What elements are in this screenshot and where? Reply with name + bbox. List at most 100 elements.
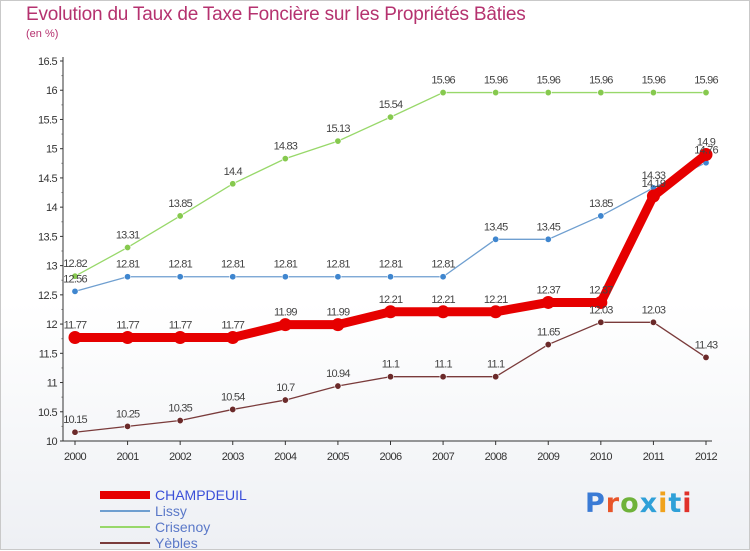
legend-label: Crisenoy bbox=[155, 519, 211, 535]
data-point-crisenoy bbox=[386, 113, 394, 121]
data-label-champdeuil: 11.99 bbox=[274, 307, 297, 319]
y-tick-label: 11.5 bbox=[39, 348, 58, 360]
data-point-crisenoy bbox=[597, 89, 605, 97]
legend-swatch bbox=[100, 526, 150, 528]
data-point-yebles bbox=[544, 341, 552, 349]
data-label-lissy: 14.33 bbox=[642, 170, 666, 182]
x-tick-label: 2007 bbox=[432, 451, 455, 463]
data-point-yebles bbox=[334, 382, 342, 390]
y-tick-label: 10 bbox=[46, 436, 58, 448]
y-tick-label: 16 bbox=[46, 85, 58, 97]
data-label-champdeuil: 11.77 bbox=[221, 320, 244, 332]
data-label-lissy: 12.81 bbox=[431, 259, 455, 271]
data-point-crisenoy bbox=[649, 89, 657, 97]
y-tick-label: 13 bbox=[46, 261, 58, 273]
data-point-lissy bbox=[176, 273, 184, 281]
chart-subtitle: (en %) bbox=[26, 28, 59, 40]
data-label-crisenoy: 13.31 bbox=[116, 229, 140, 241]
data-label-champdeuil: 12.21 bbox=[484, 294, 508, 306]
x-tick-label: 2006 bbox=[379, 451, 402, 463]
data-label-yebles: 12.03 bbox=[642, 304, 666, 316]
logo-letter: i bbox=[658, 488, 669, 519]
data-point-crisenoy bbox=[492, 89, 500, 97]
data-point-champdeuil bbox=[646, 189, 660, 203]
data-label-yebles: 10.25 bbox=[116, 408, 140, 420]
data-point-champdeuil bbox=[173, 331, 187, 345]
x-tick-label: 2001 bbox=[117, 451, 140, 463]
data-label-yebles: 11.65 bbox=[537, 327, 560, 339]
data-label-crisenoy: 15.54 bbox=[379, 99, 403, 111]
data-label-yebles: 11.1 bbox=[382, 359, 400, 371]
data-point-lissy bbox=[439, 273, 447, 281]
y-tick-label: 13.5 bbox=[38, 231, 57, 243]
y-tick-label: 11 bbox=[47, 378, 58, 390]
data-point-lissy bbox=[124, 273, 132, 281]
data-point-lissy bbox=[492, 235, 500, 243]
data-label-crisenoy: 15.96 bbox=[431, 75, 455, 87]
data-point-crisenoy bbox=[439, 89, 447, 97]
y-tick-label: 12.5 bbox=[38, 290, 57, 302]
x-tick-label: 2000 bbox=[64, 451, 87, 463]
x-tick-label: 2011 bbox=[643, 451, 665, 463]
x-tick-label: 2010 bbox=[590, 451, 613, 463]
data-label-yebles: 12.03 bbox=[589, 304, 613, 316]
legend-label: Yèbles bbox=[155, 535, 198, 551]
x-tick-label: 2005 bbox=[327, 451, 350, 463]
data-label-yebles: 10.7 bbox=[276, 382, 295, 394]
data-point-yebles bbox=[71, 428, 79, 436]
proxiti-logo: Proxiti bbox=[585, 488, 693, 519]
data-label-lissy: 12.81 bbox=[116, 259, 140, 271]
data-point-yebles bbox=[386, 373, 394, 381]
data-label-yebles: 10.94 bbox=[326, 368, 350, 380]
data-point-lissy bbox=[281, 273, 289, 281]
data-label-yebles: 11.43 bbox=[695, 339, 718, 351]
data-label-crisenoy: 15.96 bbox=[589, 75, 613, 87]
x-tick-label: 2004 bbox=[274, 451, 297, 463]
data-point-lissy bbox=[544, 235, 552, 243]
data-point-yebles bbox=[281, 396, 289, 404]
data-label-lissy: 13.45 bbox=[484, 221, 508, 233]
legend-label: Lissy bbox=[155, 503, 187, 519]
data-point-lissy bbox=[597, 212, 605, 220]
data-point-crisenoy bbox=[702, 89, 710, 97]
data-label-lissy: 12.81 bbox=[379, 259, 403, 271]
data-point-yebles bbox=[229, 405, 237, 413]
x-tick-label: 2002 bbox=[169, 451, 192, 463]
legend-swatch bbox=[100, 491, 150, 499]
data-label-crisenoy: 14.4 bbox=[224, 166, 243, 178]
data-label-yebles: 11.1 bbox=[434, 359, 452, 371]
data-label-champdeuil: 12.37 bbox=[589, 284, 613, 296]
logo-letter: o bbox=[620, 488, 640, 519]
data-label-champdeuil: 14.9 bbox=[697, 137, 716, 149]
data-point-champdeuil bbox=[699, 148, 713, 162]
data-point-crisenoy bbox=[229, 180, 237, 188]
data-point-champdeuil bbox=[121, 331, 135, 345]
x-tick-label: 2012 bbox=[695, 451, 718, 463]
data-point-crisenoy bbox=[544, 89, 552, 97]
x-tick-label: 2009 bbox=[537, 451, 560, 463]
data-label-champdeuil: 12.21 bbox=[379, 294, 403, 306]
data-point-champdeuil bbox=[594, 295, 608, 309]
data-point-crisenoy bbox=[334, 137, 342, 145]
logo-letter: P bbox=[585, 488, 606, 519]
data-point-champdeuil bbox=[489, 305, 503, 319]
legend-swatch bbox=[100, 510, 150, 512]
data-label-lissy: 14.76 bbox=[694, 145, 718, 157]
y-tick-label: 15.5 bbox=[38, 114, 57, 126]
data-point-yebles bbox=[597, 318, 605, 326]
data-label-lissy: 12.81 bbox=[326, 259, 350, 271]
legend-label: CHAMPDEUIL bbox=[155, 487, 247, 503]
data-label-crisenoy: 13.85 bbox=[168, 198, 192, 210]
data-label-crisenoy: 14.83 bbox=[274, 141, 298, 153]
data-label-lissy: 13.85 bbox=[589, 198, 613, 210]
data-point-lissy bbox=[229, 273, 237, 281]
x-tick-label: 2008 bbox=[485, 451, 508, 463]
y-tick-label: 14 bbox=[46, 202, 58, 214]
data-point-yebles bbox=[649, 318, 657, 326]
data-label-crisenoy: 15.96 bbox=[642, 75, 666, 87]
data-point-crisenoy bbox=[124, 243, 132, 251]
y-tick-label: 10.5 bbox=[38, 407, 57, 419]
data-label-lissy: 12.56 bbox=[63, 273, 87, 285]
data-point-yebles bbox=[439, 373, 447, 381]
